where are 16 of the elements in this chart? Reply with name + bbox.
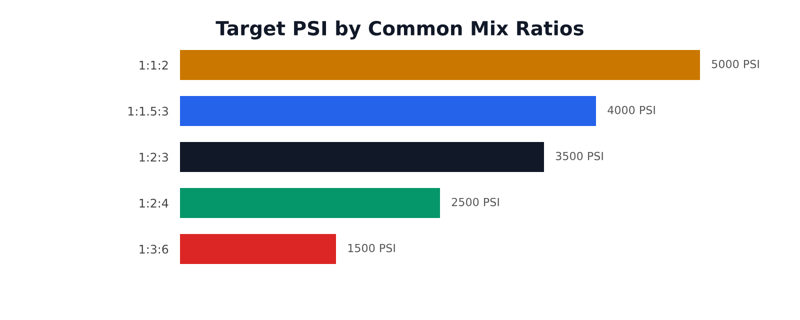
bar [180, 234, 336, 264]
y-tick-label: 1:2:4 [140, 198, 168, 208]
chart-title: Target PSI by Common Mix Ratios [216, 20, 584, 40]
data-label: 2500 PSI [452, 198, 499, 206]
data-label: 1500 PSI [348, 244, 395, 252]
y-tick-label: 1:1.5:3 [128, 106, 168, 116]
y-tick-label: 1:3:6 [140, 244, 168, 254]
y-tick-label: 1:1:2 [140, 60, 168, 70]
y-tick-label: 1:2:3 [140, 152, 168, 162]
bar [180, 96, 596, 126]
bar [180, 188, 440, 218]
data-label: 4000 PSI [608, 106, 655, 114]
bar [180, 50, 700, 80]
bar [180, 142, 544, 172]
data-label: 5000 PSI [712, 60, 759, 68]
data-label: 3500 PSI [556, 152, 603, 160]
